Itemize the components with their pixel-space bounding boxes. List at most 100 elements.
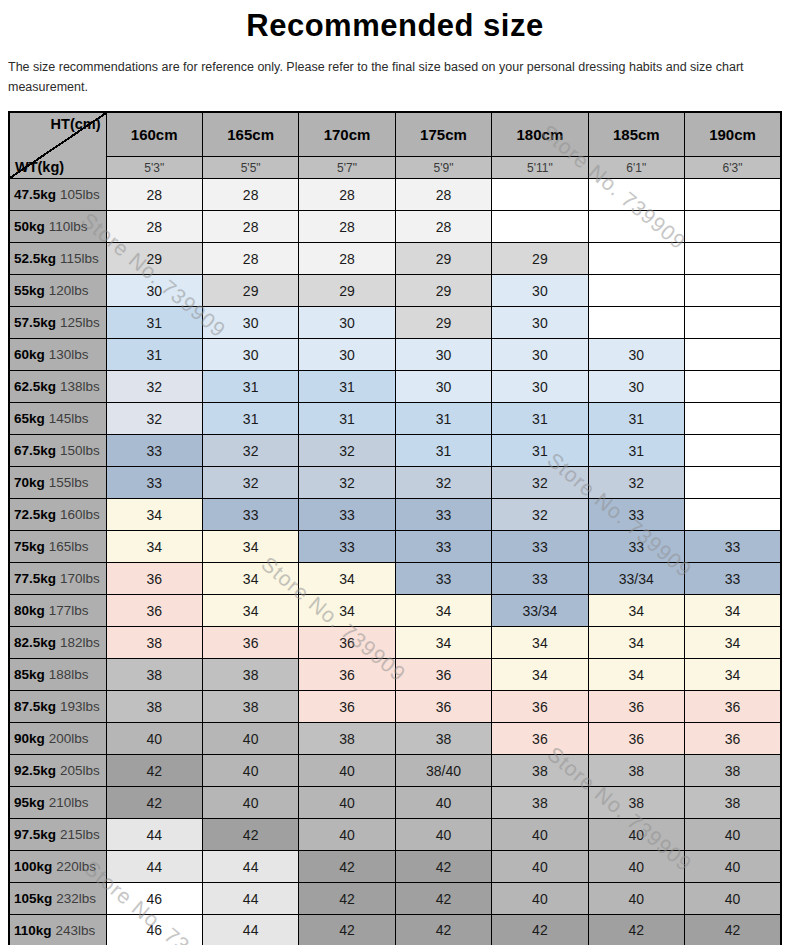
row-header-weight: 82.5kg182lbs [9,627,106,659]
size-cell: 36 [202,627,298,659]
row-header-weight: 110kg243lbs [9,915,106,945]
size-cell: 38 [492,787,588,819]
weight-kg-label: 90kg [14,731,45,746]
size-cell: 31 [202,371,298,403]
size-cell: 33 [106,435,202,467]
size-cell: 42 [106,787,202,819]
weight-kg-label: 57.5kg [14,315,56,330]
row-header-weight: 60kg130lbs [9,339,106,371]
size-cell: 36 [299,627,395,659]
weight-kg-label: 47.5kg [14,187,56,202]
size-cell [588,275,684,307]
row-header-weight: 72.5kg160lbs [9,499,106,531]
weight-lbs-label: 165lbs [49,539,89,554]
row-header-weight: 57.5kg125lbs [9,307,106,339]
table-row: 52.5kg115lbs2928282929 [9,243,781,275]
table-row: 65kg145lbs323131313131 [9,403,781,435]
size-cell: 34 [202,595,298,627]
weight-lbs-label: 130lbs [49,347,89,362]
weight-lbs-label: 155lbs [49,475,89,490]
table-row: 47.5kg105lbs28282828 [9,179,781,211]
weight-lbs-label: 193lbs [60,699,100,714]
table-row: 55kg120lbs3029292930 [9,275,781,307]
size-cell: 32 [202,467,298,499]
header-row-heights-cm: HT(cm) WT(kg) 160cm165cm170cm175cm180cm1… [9,112,781,157]
disclaimer-text: The size recommendations are for referen… [8,57,782,97]
size-cell: 30 [106,275,202,307]
size-cell: 30 [299,307,395,339]
size-cell: 38 [106,691,202,723]
size-cell: 29 [395,243,491,275]
weight-kg-label: 62.5kg [14,379,56,394]
size-cell: 42 [299,851,395,883]
size-cell: 44 [202,915,298,945]
size-cell: 31 [395,435,491,467]
size-cell: 36 [685,691,781,723]
size-cell: 31 [492,403,588,435]
size-cell: 29 [395,275,491,307]
table-row: 85kg188lbs38383636343434 [9,659,781,691]
size-cell: 40 [492,819,588,851]
column-header-height-cm: 165cm [202,112,298,157]
size-cell: 33 [299,531,395,563]
row-header-weight: 70kg155lbs [9,467,106,499]
size-cell: 34 [492,659,588,691]
size-cell: 31 [395,403,491,435]
size-cell: 40 [299,787,395,819]
size-cell: 42 [299,915,395,945]
size-cell: 33 [492,531,588,563]
table-body: 47.5kg105lbs2828282850kg110lbs2828282852… [9,179,781,945]
table-row: 62.5kg138lbs323131303030 [9,371,781,403]
table-row: 110kg243lbs46444242424242 [9,915,781,945]
table-row: 95kg210lbs42404040383838 [9,787,781,819]
size-cell: 31 [492,435,588,467]
size-cell [588,211,684,243]
size-cell: 29 [299,275,395,307]
size-cell: 38 [299,723,395,755]
size-cell: 38 [588,787,684,819]
row-header-weight: 52.5kg115lbs [9,243,106,275]
size-cell: 30 [299,339,395,371]
size-cell: 34 [685,595,781,627]
size-cell: 34 [299,563,395,595]
size-cell: 33/34 [492,595,588,627]
table-row: 50kg110lbs28282828 [9,211,781,243]
row-header-weight: 67.5kg150lbs [9,435,106,467]
row-header-weight: 105kg232lbs [9,883,106,915]
size-cell: 38 [202,691,298,723]
size-cell: 31 [106,307,202,339]
size-cell: 40 [202,787,298,819]
row-header-weight: 90kg200lbs [9,723,106,755]
weight-lbs-label: 215lbs [60,827,100,842]
size-cell: 44 [106,819,202,851]
size-cell: 34 [106,499,202,531]
page-title: Recommended size [0,8,790,44]
table-row: 77.5kg170lbs363434333333/3433 [9,563,781,595]
table-row: 80kg177lbs3634343433/343434 [9,595,781,627]
row-header-weight: 87.5kg193lbs [9,691,106,723]
size-cell: 29 [395,307,491,339]
table-row: 97.5kg215lbs44424040404040 [9,819,781,851]
size-cell: 40 [202,755,298,787]
weight-kg-label: 72.5kg [14,507,56,522]
weight-lbs-label: 115lbs [60,251,99,266]
weight-lbs-label: 243lbs [56,923,96,938]
size-cell: 31 [299,403,395,435]
weight-kg-label: 77.5kg [14,571,56,586]
weight-kg-label: 65kg [14,411,45,426]
size-cell: 42 [395,883,491,915]
size-cell: 30 [492,307,588,339]
column-header-height-cm: 160cm [106,112,202,157]
size-cell: 30 [395,371,491,403]
table-row: 67.5kg150lbs333232313131 [9,435,781,467]
size-cell: 29 [106,243,202,275]
size-cell: 38 [106,627,202,659]
size-cell: 29 [492,243,588,275]
column-header-height-ft: 5'11" [492,157,588,179]
size-cell: 42 [395,915,491,945]
size-cell: 40 [492,851,588,883]
size-cell: 44 [202,851,298,883]
size-cell: 28 [395,179,491,211]
weight-lbs-label: 205lbs [60,763,100,778]
size-cell: 44 [202,883,298,915]
